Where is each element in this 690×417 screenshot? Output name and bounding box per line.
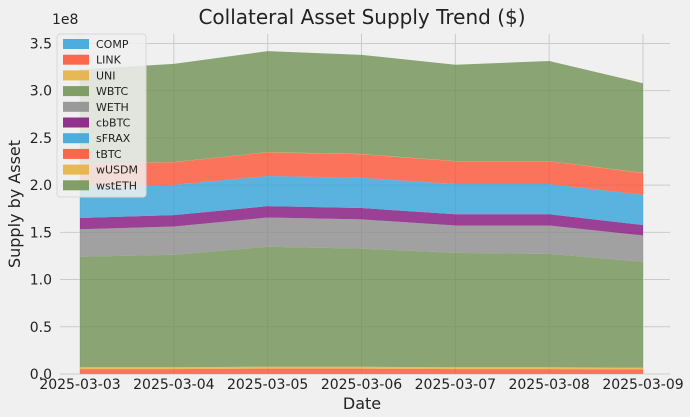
area-uni bbox=[80, 366, 643, 370]
legend-swatch bbox=[63, 117, 89, 128]
x-tick-label: 2025-03-04 bbox=[133, 377, 214, 393]
area-cbbtc bbox=[80, 206, 643, 236]
legend-entry: wstETH bbox=[96, 179, 137, 192]
area-wbtc bbox=[80, 246, 643, 368]
legend-swatch bbox=[63, 164, 89, 175]
x-tick-labels: 2025-03-03 2025-03-04 2025-03-05 2025-03-06… bbox=[39, 377, 683, 393]
area-link bbox=[80, 368, 643, 374]
legend-entry: WETH bbox=[96, 101, 129, 114]
y-axis-label: Supply by Asset bbox=[5, 140, 24, 268]
legend-swatch bbox=[63, 86, 89, 97]
legend-entry: cbBTC bbox=[96, 117, 131, 130]
area-wsteth bbox=[80, 51, 643, 173]
x-tick-label: 2025-03-05 bbox=[227, 377, 308, 393]
x-tick-label: 2025-03-07 bbox=[415, 377, 496, 393]
legend-entry: tBTC bbox=[96, 148, 122, 161]
x-tick-label: 2025-03-06 bbox=[321, 377, 402, 393]
legend-swatch bbox=[63, 133, 89, 144]
legend-entry: COMP bbox=[96, 38, 129, 51]
legend-swatch bbox=[63, 54, 89, 65]
x-tick-label: 2025-03-09 bbox=[602, 377, 683, 393]
x-tick-label: 2025-03-03 bbox=[39, 377, 120, 393]
legend-entry: UNI bbox=[96, 69, 116, 82]
y-tick-label: 1.5 bbox=[30, 225, 52, 241]
y-tick-label: 2.5 bbox=[30, 131, 52, 147]
x-tick-label: 2025-03-08 bbox=[508, 377, 589, 393]
y-tick-label: 0.0 bbox=[30, 367, 52, 383]
legend-swatch bbox=[63, 180, 89, 191]
area-tbtc bbox=[80, 152, 643, 195]
y-tick-label: 3.0 bbox=[30, 84, 52, 100]
legend-swatch bbox=[63, 148, 89, 159]
legend-entry: LINK bbox=[96, 54, 122, 67]
area-sfrax bbox=[80, 175, 643, 226]
area-weth bbox=[80, 217, 643, 262]
legend-swatch bbox=[63, 70, 89, 81]
x-axis-label: Date bbox=[343, 394, 381, 413]
legend-entry: WBTC bbox=[96, 85, 128, 98]
y-tick-label: 2.0 bbox=[30, 178, 52, 194]
y-tick-label: 1.0 bbox=[30, 273, 52, 289]
stacked-areas bbox=[80, 51, 643, 374]
legend-swatch bbox=[63, 39, 89, 49]
y-tick-label: 3.5 bbox=[30, 36, 52, 52]
y-tick-label: 0.5 bbox=[30, 320, 52, 336]
legend: COMP LINK UNI WBTC WETH cbBTC sFRAX tBTC wUSDM ws… bbox=[56, 33, 147, 198]
legend-entry: wUSDM bbox=[96, 164, 138, 177]
legend-entry: sFRAX bbox=[96, 132, 131, 145]
y-offset-label: 1e8 bbox=[52, 12, 78, 28]
legend-swatch bbox=[63, 101, 89, 112]
y-tick-labels: 0.0 0.5 1.0 1.5 2.0 2.5 3.0 3.5 bbox=[30, 36, 52, 383]
chart-title: Collateral Asset Supply Trend ($) bbox=[198, 5, 525, 29]
